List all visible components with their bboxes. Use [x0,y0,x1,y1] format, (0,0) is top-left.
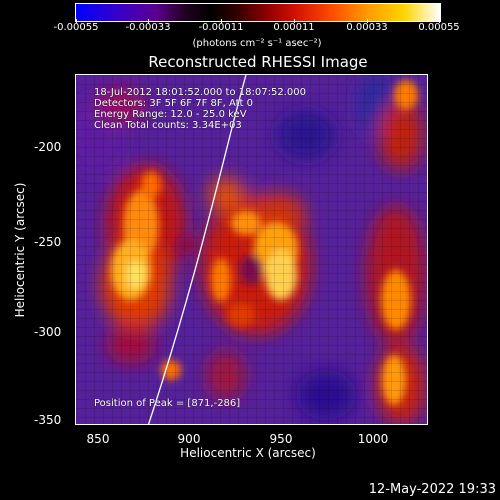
colorbar-tickmark [76,19,77,23]
colorbar-tick-label: 0.00055 [418,22,460,33]
info-detectors: Detectors: 3F 5F 6F 7F 8F, Att 0 [94,98,254,109]
x-axis-label: Heliocentric X (arcsec) [180,446,316,460]
x-tick-label: 900 [177,432,201,446]
info-energy-range: Energy Range: 12.0 - 25.0 keV [94,109,247,120]
colorbar-tickmark [294,19,295,23]
y-tick-label: -350 [34,413,62,427]
info-time-range: 18-Jul-2012 18:01:52.000 to 18:07:52.000 [94,87,306,98]
colorbar-tickmark [367,19,368,23]
x-tick-label: 1000 [357,432,389,446]
rhessi-image-svg [76,75,427,424]
x-tick-label: 850 [86,432,110,446]
footer-date: 12-May-2022 19:33 [368,482,496,497]
colorbar-tick-label: 0.00033 [346,22,388,33]
colorbar-tick-label: 0.00011 [273,22,315,33]
x-tick-label: 950 [269,432,293,446]
colorbar [75,3,441,22]
colorbar-tick-label: -0.00033 [125,22,171,33]
colorbar-tickmark [439,19,440,23]
solar-limb-line [147,75,247,424]
y-tick-label: -200 [34,140,62,154]
y-tick-label: -300 [34,325,62,339]
peak-position-label: Position of Peak = [871,-286] [94,398,241,409]
y-tick-label: -250 [34,235,62,249]
rhessi-image: 18-Jul-2012 18:01:52.000 to 18:07:52.000… [75,74,428,425]
colorbar-units: (photons cm⁻² s⁻¹ asec⁻²) [192,38,322,49]
info-total-counts: Clean Total counts: 3.34E+03 [94,120,242,131]
colorbar-tick-label: -0.00055 [53,22,99,33]
plot-title: Reconstructed RHESSI Image [148,53,368,71]
colorbar-tickmark [221,19,222,23]
colorbar-tickmark [148,19,149,23]
colorbar-tick-label: -0.00011 [198,22,244,33]
y-axis-label: Heliocentric Y (arcsec) [13,182,27,318]
